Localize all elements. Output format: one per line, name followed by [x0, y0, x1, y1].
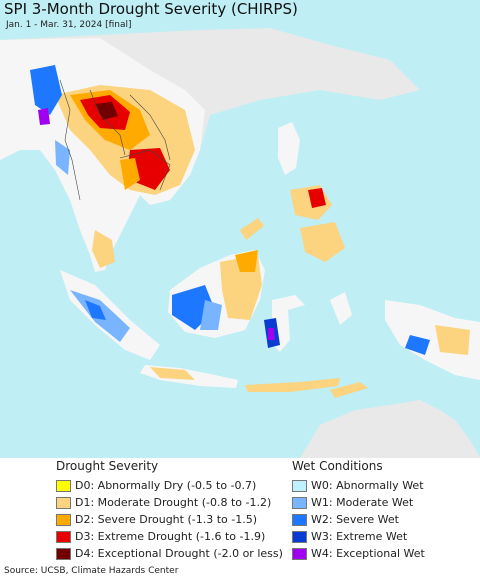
legend-item-w1: W1: Moderate Wet: [292, 495, 413, 510]
region-w1-myanmar-coast: [55, 140, 70, 175]
legend-swatch-d1: [56, 496, 71, 509]
legend-item-d4: D4: Exceptional Drought (-2.0 or less): [56, 546, 283, 561]
legend-item-d0: D0: Abnormally Dry (-0.5 to -0.7): [56, 478, 256, 493]
philippines-d3-patch: [308, 188, 326, 208]
moluccas: [330, 292, 352, 325]
borneo-d2-north: [235, 250, 258, 272]
legend-drought-title: Drought Severity: [56, 459, 159, 473]
legend: Drought Severity Wet Conditions D0: Abno…: [0, 458, 480, 566]
border-laos-vietnam: [129, 94, 171, 161]
border-cambodia: [119, 149, 171, 191]
legend-item-w3: W3: Extreme Wet: [292, 529, 407, 544]
legend-swatch-w4: [292, 547, 307, 560]
new-guinea-w2: [405, 335, 430, 355]
drought-map: [0, 0, 480, 458]
legend-item-w0: W0: Abnormally Wet: [292, 478, 424, 493]
border-myanmar-thailand: [59, 79, 81, 201]
legend-item-d3: D3: Extreme Drought (-1.6 to -1.9): [56, 529, 265, 544]
map-subtitle: Jan. 1 - Mar. 31, 2024 [final]: [6, 20, 132, 30]
sumatra-w2: [85, 300, 106, 320]
new-guinea-d1: [435, 325, 470, 355]
legend-swatch-d2: [56, 513, 71, 526]
region-w2-myanmar: [30, 65, 62, 115]
java-d1: [150, 367, 195, 380]
sulawesi-w4: [268, 328, 275, 340]
legend-label-w2: W2: Severe Wet: [311, 513, 399, 526]
legend-swatch-w2: [292, 513, 307, 526]
legend-label-d1: D1: Moderate Drought (-0.8 to -1.2): [75, 496, 272, 509]
region-w4-myanmar: [38, 108, 50, 125]
borneo-w1: [200, 300, 222, 330]
legend-label-w1: W1: Moderate Wet: [311, 496, 414, 509]
legend-item-d2: D2: Severe Drought (-1.3 to -1.5): [56, 512, 257, 527]
philippines-luzon: [278, 122, 300, 175]
legend-label-d2: D2: Severe Drought (-1.3 to -1.5): [75, 513, 258, 526]
new-guinea: [385, 300, 480, 380]
region-d1-malay: [92, 230, 115, 268]
legend-wet-title: Wet Conditions: [292, 459, 383, 473]
philippines-mindanao: [300, 222, 345, 262]
legend-label-w3: W3: Extreme Wet: [311, 530, 408, 543]
country-borders: [59, 79, 171, 201]
philippines-palawan: [240, 218, 264, 240]
legend-item-d1: D1: Moderate Drought (-0.8 to -1.2): [56, 495, 271, 510]
timor: [330, 382, 368, 398]
legend-swatch-w3: [292, 530, 307, 543]
legend-swatch-d4: [56, 547, 71, 560]
map-title: SPI 3-Month Drought Severity (CHIRPS): [4, 0, 298, 18]
legend-label-d0: D0: Abnormally Dry (-0.5 to -0.7): [75, 479, 257, 492]
border-thailand-laos: [89, 89, 126, 156]
taiwan: [268, 58, 286, 92]
legend-item-w2: W2: Severe Wet: [292, 512, 399, 527]
legend-label-d4: D4: Exceptional Drought (-2.0 or less): [75, 547, 283, 560]
region-d2-mekong: [120, 158, 140, 190]
legend-item-w4: W4: Exceptional Wet: [292, 546, 425, 561]
source-credit: Source: UCSB, Climate Hazards Center: [4, 566, 179, 576]
lesser-sunda: [245, 378, 340, 392]
legend-swatch-d3: [56, 530, 71, 543]
legend-swatch-w0: [292, 479, 307, 492]
legend-label-w0: W0: Abnormally Wet: [311, 479, 424, 492]
legend-swatch-w1: [292, 496, 307, 509]
legend-swatch-d0: [56, 479, 71, 492]
australia: [300, 400, 480, 458]
map-canvas: [0, 0, 480, 458]
legend-label-w4: W4: Exceptional Wet: [311, 547, 425, 560]
legend-label-d3: D3: Extreme Drought (-1.6 to -1.9): [75, 530, 266, 543]
